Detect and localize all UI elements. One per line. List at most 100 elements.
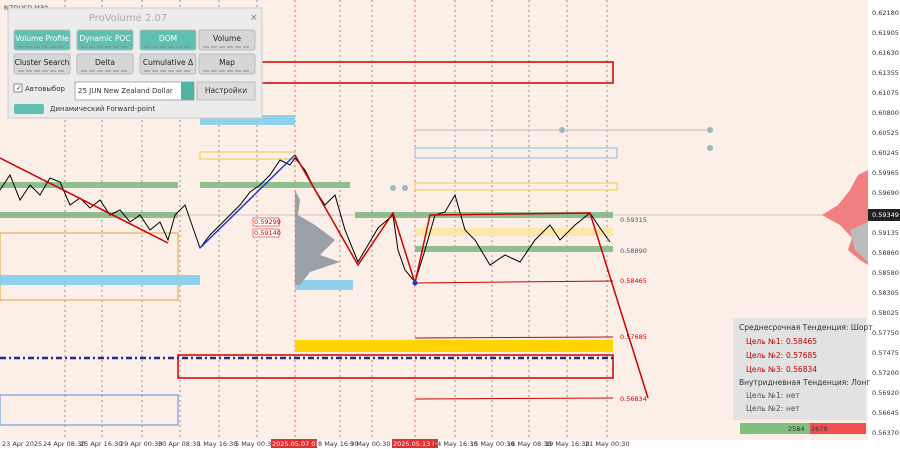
level-label: 0.59299 xyxy=(254,218,281,226)
price-label: 0.56370 xyxy=(872,429,899,437)
panel-button[interactable]: Dynamic POC xyxy=(76,29,134,51)
zone-band xyxy=(0,182,178,188)
zone-band xyxy=(295,340,613,352)
button-face xyxy=(76,29,134,51)
panel-button[interactable]: Volume xyxy=(198,29,256,51)
time-label-highlight xyxy=(392,439,438,448)
button-label: Volume Profile xyxy=(15,34,69,43)
level-label-box xyxy=(252,228,280,238)
panel-button[interactable]: Volume Profile xyxy=(13,29,71,51)
target-value: 0.57685 xyxy=(786,351,817,360)
buy-volume: 2679 xyxy=(811,425,828,433)
price-label: 0.61905 xyxy=(872,29,899,37)
time-label: 8 May 16:30 xyxy=(318,440,358,448)
price-label: 0.60525 xyxy=(872,129,899,137)
price-label: 0.62180 xyxy=(872,9,899,17)
volume-profile xyxy=(295,190,340,285)
autoselect-label: Автовыбор xyxy=(25,85,66,93)
time-label: 30 Apr 08:30 xyxy=(158,440,200,448)
level-label: 0.57685 xyxy=(620,333,647,341)
target-label: Цель №2: xyxy=(746,404,783,413)
select-arrow[interactable] xyxy=(181,82,194,100)
price-label: 0.57750 xyxy=(872,329,899,337)
price-label: 0.60800 xyxy=(872,109,899,117)
price-label: 0.57475 xyxy=(872,349,899,357)
panel-button[interactable]: Map xyxy=(198,53,256,75)
time-label: 15 May 00:30 xyxy=(470,440,515,448)
zigzag-line xyxy=(199,154,296,249)
level-line xyxy=(414,336,614,339)
time-grid xyxy=(64,0,608,440)
instrument-value: 25 JUN New Zealand Dollar xyxy=(78,87,173,95)
checkmark: ✓ xyxy=(16,84,22,92)
pivot-marker xyxy=(402,185,408,191)
forward-point-label: Динамический Forward-point xyxy=(50,105,155,113)
button-face xyxy=(139,53,197,75)
sell-volume-bar xyxy=(740,423,810,434)
time-label: 9 May 00:30 xyxy=(350,440,390,448)
time-label: 5 May 00:30 xyxy=(235,440,275,448)
level-label: 0.58890 xyxy=(620,247,647,255)
level-line xyxy=(414,397,614,400)
panel-button[interactable]: Delta xyxy=(76,53,134,75)
button-label: Cluster Search xyxy=(15,58,70,67)
level-label: 0.59140 xyxy=(254,229,281,237)
close-button[interactable]: ✕ xyxy=(250,14,258,24)
trend-heading: Внутридневная Тенденция: Лонг xyxy=(739,378,870,387)
provolume-panel: ProVolume 2.07 ✕ ✓ Автовыбор 25 JUN New … xyxy=(7,7,263,119)
pivot-marker xyxy=(559,127,565,133)
price-label: 0.58580 xyxy=(872,269,899,277)
price-series xyxy=(0,157,611,284)
button-label: Map xyxy=(219,58,235,67)
panel-button[interactable]: DOM xyxy=(139,29,197,51)
pivot-markers xyxy=(390,127,713,286)
price-label: 0.58025 xyxy=(872,309,899,317)
zone-band xyxy=(414,182,618,191)
zigzag-line xyxy=(0,157,169,244)
volume-profile xyxy=(850,222,868,262)
target-label: Цель №3: xyxy=(746,365,783,374)
pivot-marker xyxy=(412,280,418,286)
price-label: 0.59135 xyxy=(872,229,899,237)
toggle[interactable] xyxy=(14,104,44,114)
time-label: 24 Apr 08:30 xyxy=(43,440,85,448)
price-label: 0.59690 xyxy=(872,189,899,197)
target-value: нет xyxy=(786,391,801,400)
price-label: 0.60245 xyxy=(872,149,899,157)
zone-band xyxy=(415,228,613,236)
zone-band xyxy=(415,246,613,252)
time-label: 21 May 00:30 xyxy=(585,440,630,448)
target-label: Цель №1: xyxy=(746,391,783,400)
button-label: Volume xyxy=(213,34,241,43)
trend-heading: Среднесрочная Тенденция: Шорт xyxy=(739,323,873,332)
button-label: Delta xyxy=(95,58,115,67)
checkbox[interactable] xyxy=(13,83,23,93)
zone-band xyxy=(200,182,350,188)
level-label: 0.59315 xyxy=(620,216,647,224)
zone-box xyxy=(177,354,614,379)
target-value: 0.56834 xyxy=(786,365,817,374)
time-label: 1 May 16:30 xyxy=(197,440,237,448)
target-label: Цель №1: xyxy=(746,337,783,346)
zone-band xyxy=(200,115,295,125)
level-label: 0.58465 xyxy=(620,277,647,285)
zone-band xyxy=(295,280,353,290)
zone-band xyxy=(0,275,200,285)
settings-button[interactable] xyxy=(196,81,256,101)
panel-button[interactable]: Cumulative Δ xyxy=(139,53,197,75)
time-label: 2025.05.13 04:30 xyxy=(393,440,451,448)
time-label: 23 Apr 2025 xyxy=(2,440,42,448)
trend-box xyxy=(733,318,866,420)
time-label: 19 May 16:30 xyxy=(545,440,590,448)
price-label: 0.56920 xyxy=(872,389,899,397)
pivot-marker xyxy=(707,127,713,133)
price-label: 0.61630 xyxy=(872,49,899,57)
level-label-box xyxy=(252,217,280,227)
button-label: Cumulative Δ xyxy=(143,58,194,67)
price-label: 0.61355 xyxy=(872,69,899,77)
current-price: 0.59349 xyxy=(872,211,899,219)
panel-button[interactable]: Cluster Search xyxy=(13,53,71,75)
button-label: Dynamic POC xyxy=(79,34,130,43)
